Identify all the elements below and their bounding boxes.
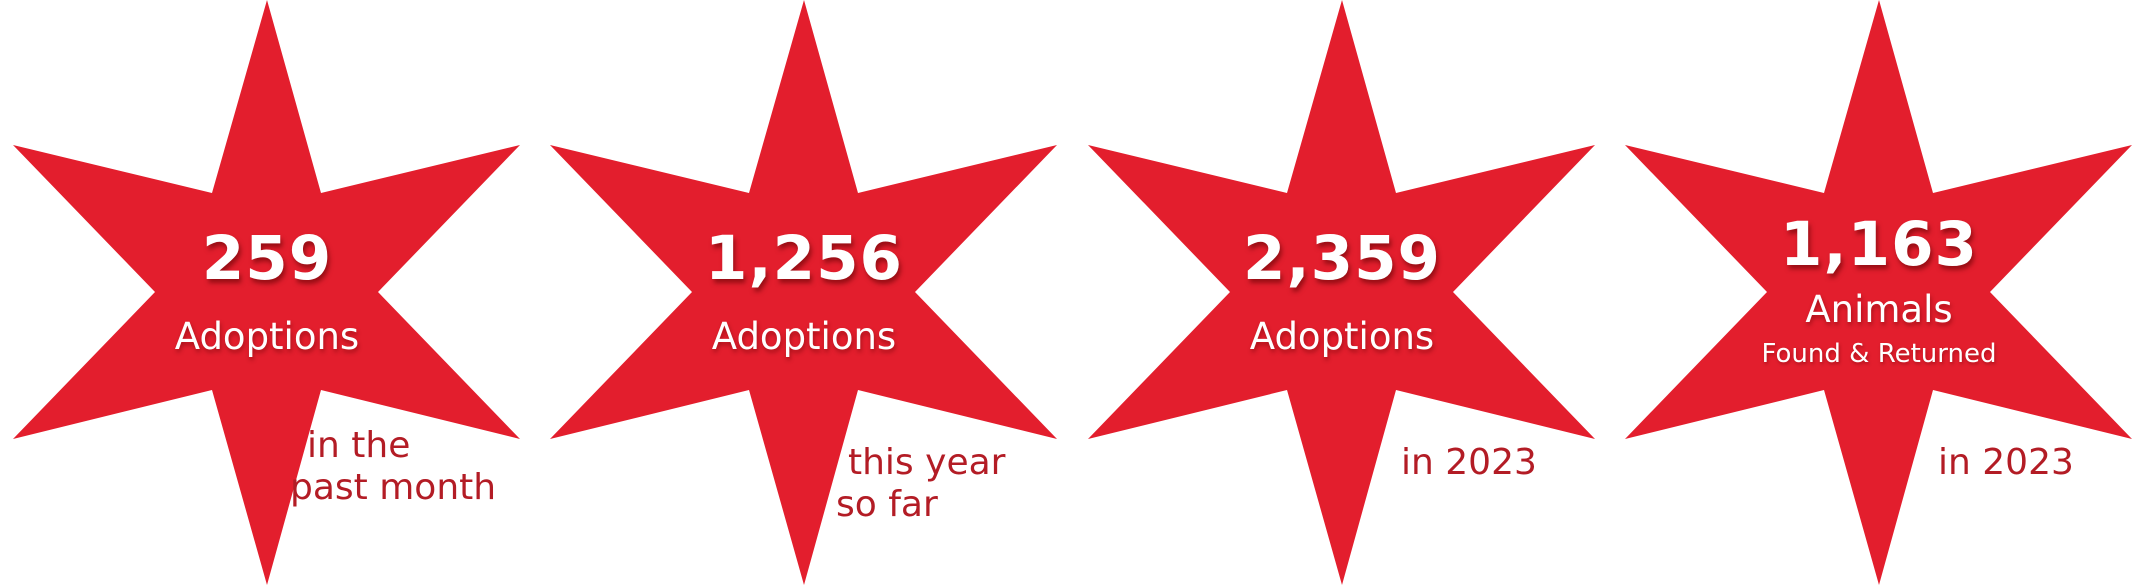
stat-count: 1,256 — [705, 223, 903, 294]
stat-label: Adoptions — [1249, 315, 1435, 358]
stat-period-line-1: in 2023 — [1938, 442, 2074, 483]
six-point-star-icon — [1625, 0, 2132, 585]
stat-count: 259 — [201, 223, 333, 294]
stat-period-line-1: in 2023 — [1401, 442, 1537, 483]
stat-period: in the past month — [290, 425, 496, 509]
stat-period: in 2023 — [1401, 442, 1537, 484]
stat-count: 2,359 — [1243, 223, 1441, 294]
stat-period-line-2: so far — [836, 484, 938, 525]
six-point-star-icon — [1088, 0, 1595, 585]
stat-period-line-2: past month — [290, 467, 497, 508]
stat-card-adoptions-2023: 2,359 Adoptions in 2023 — [1087, 0, 1597, 585]
stat-card-adoptions-past-month: 259 Adoptions in the past month — [12, 0, 522, 585]
stat-label: Adoptions — [174, 315, 360, 358]
stat-card-adoptions-this-year: 1,256 Adoptions this year so far — [549, 0, 1059, 585]
stat-sublabel: Found & Returned — [1761, 339, 1997, 369]
stat-period: this year so far — [836, 442, 1006, 526]
six-point-star-icon — [13, 0, 520, 585]
stat-card-animals-returned-2023: 1,163 Animals Found & Returned in 2023 — [1624, 0, 2134, 585]
stat-period-line-1: this year — [848, 442, 1006, 483]
stat-period-line-1: in the — [307, 425, 411, 466]
stat-count: 1,163 — [1780, 209, 1978, 280]
stat-label: Adoptions — [711, 315, 897, 358]
stat-label: Animals — [1805, 288, 1953, 331]
stat-period: in 2023 — [1938, 442, 2074, 484]
six-point-star-icon — [550, 0, 1057, 585]
